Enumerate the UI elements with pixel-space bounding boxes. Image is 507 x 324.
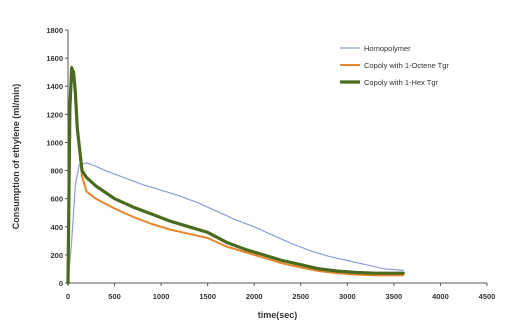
- x-axis-title: time(sec): [258, 310, 298, 320]
- y-tick-label: 1600: [46, 54, 63, 63]
- y-tick-label: 1400: [46, 82, 63, 91]
- legend-label-2: Copoly with 1-Octene Tgr: [364, 61, 449, 70]
- x-tick-label: 3000: [339, 292, 356, 301]
- y-axis-ticks: 0 200 400 600 800 1000 1200 1400 1600 1800: [46, 26, 68, 288]
- x-tick-label: 0: [66, 292, 70, 301]
- x-tick-label: 2000: [246, 292, 263, 301]
- y-tick-label: 1200: [46, 110, 63, 119]
- y-tick-label: 400: [50, 223, 63, 232]
- y-axis-title: Consumption of ethylene (ml/min): [11, 84, 21, 230]
- y-tick-label: 800: [50, 167, 63, 176]
- y-tick-label: 0: [59, 279, 63, 288]
- x-tick-label: 1000: [153, 292, 170, 301]
- x-tick-label: 500: [108, 292, 121, 301]
- y-tick-label: 1000: [46, 138, 63, 147]
- x-tick-label: 1500: [199, 292, 216, 301]
- y-tick-label: 600: [50, 195, 63, 204]
- series-layer: [66, 65, 405, 285]
- x-axis-ticks: 0 500 1000 1500 2000 2500 3000 3500 4000 4500: [66, 283, 495, 301]
- series-line-3: [66, 66, 405, 285]
- legend-label-1: Homopolymer: [364, 44, 411, 53]
- series-line-2: [67, 65, 405, 284]
- y-tick-label: 1800: [46, 26, 63, 35]
- x-tick-label: 2500: [292, 292, 309, 301]
- x-tick-label: 3500: [386, 292, 403, 301]
- y-tick-label: 200: [50, 251, 63, 260]
- legend: Homopolymer Copoly with 1-Octene Tgr Copol…: [340, 44, 449, 87]
- series-line-1: [67, 162, 404, 284]
- legend-label-3: Copoly with 1-Hex Tgr: [364, 78, 439, 87]
- x-tick-label: 4500: [479, 292, 496, 301]
- x-tick-label: 4000: [432, 292, 449, 301]
